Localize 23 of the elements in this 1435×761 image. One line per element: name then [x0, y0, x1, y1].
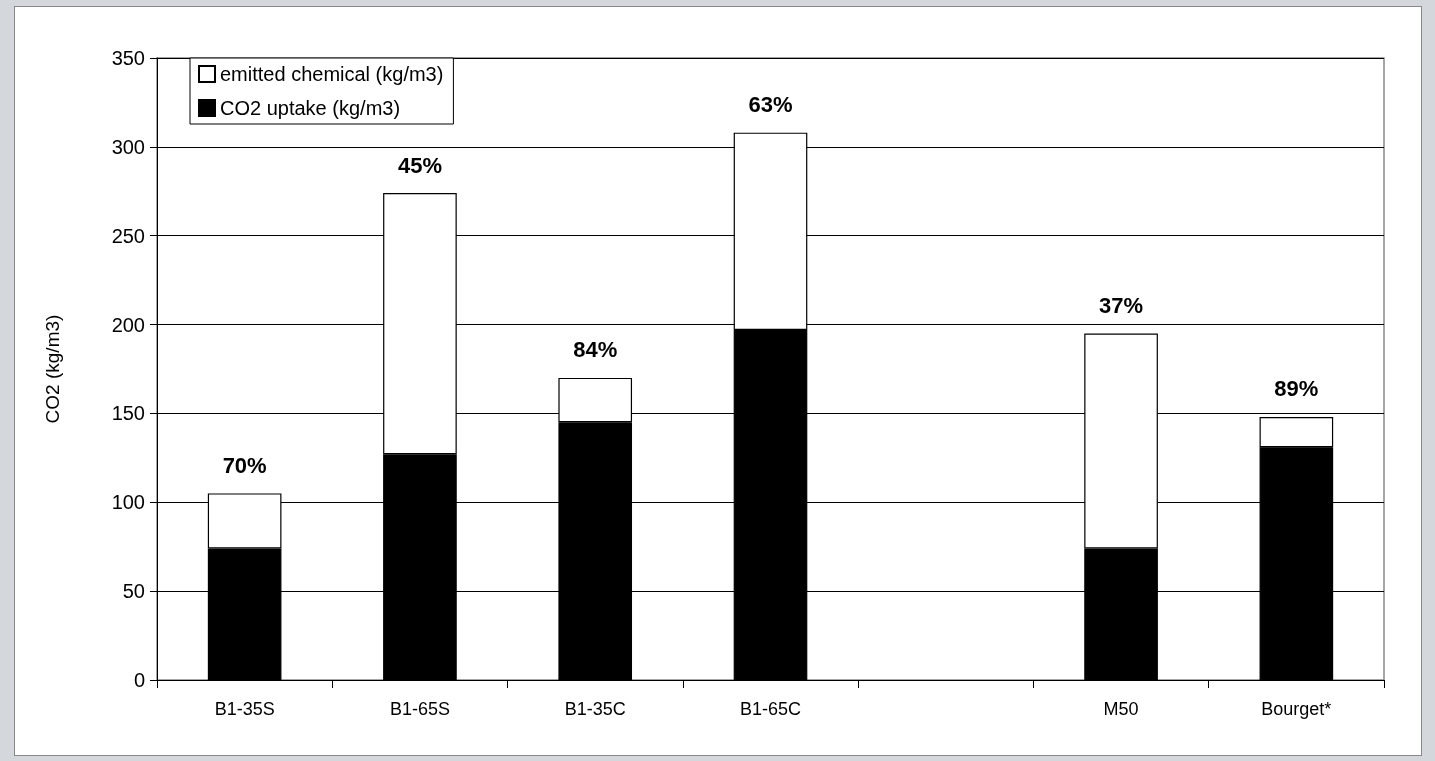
annotation: 45%	[397, 152, 442, 178]
x-tick-label: B1-65C	[739, 699, 802, 719]
y-tick-label: 350	[111, 47, 145, 69]
y-axis-title: CO2 (kg/m3)	[42, 314, 63, 424]
x-tick-label: M50	[1103, 699, 1139, 719]
y-tick-label: 300	[111, 135, 145, 158]
y-tick-label: 0	[133, 669, 145, 691]
x-tick-label: B1-65S	[389, 699, 450, 719]
annotation: 89%	[1274, 376, 1319, 402]
y-tick-label: 50	[122, 580, 145, 603]
y-tick-label: 100	[111, 491, 145, 514]
x-tick-label: B1-35C	[564, 699, 626, 719]
annotation: 84%	[573, 337, 618, 363]
y-tick-label: 150	[111, 402, 145, 425]
annotation: 37%	[1099, 292, 1144, 318]
annotation: 63%	[748, 92, 793, 118]
x-tick-label: B1-35S	[214, 699, 275, 719]
annotation: 70%	[222, 452, 267, 478]
y-tick-label: 200	[111, 313, 145, 336]
y-tick-label: 250	[111, 224, 145, 247]
x-tick-label: Bourget*	[1261, 699, 1332, 719]
legend-label: CO2 uptake (kg/m3)	[220, 97, 401, 119]
legend-label: emitted chemical (kg/m3)	[220, 63, 444, 85]
